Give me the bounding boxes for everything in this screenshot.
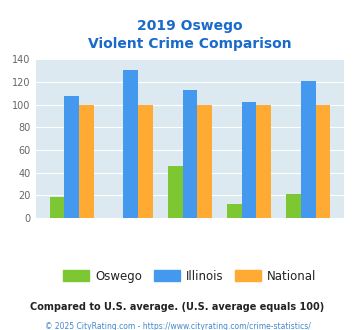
Bar [182, 90, 197, 218]
Bar [64, 96, 79, 218]
Text: © 2025 CityRating.com - https://www.cityrating.com/crime-statistics/: © 2025 CityRating.com - https://www.city… [45, 322, 310, 330]
Text: Compared to U.S. average. (U.S. average equals 100): Compared to U.S. average. (U.S. average … [31, 302, 324, 312]
Bar [227, 204, 242, 218]
Bar [168, 166, 182, 218]
Bar [138, 105, 153, 218]
Bar [79, 105, 94, 218]
Bar [50, 197, 64, 218]
Bar [316, 105, 330, 218]
Bar [301, 81, 316, 218]
Bar [286, 194, 301, 218]
Bar [242, 102, 256, 218]
Title: 2019 Oswego
Violent Crime Comparison: 2019 Oswego Violent Crime Comparison [88, 19, 292, 51]
Bar [197, 105, 212, 218]
Legend: Oswego, Illinois, National: Oswego, Illinois, National [59, 265, 321, 287]
Bar [124, 70, 138, 218]
Bar [256, 105, 271, 218]
